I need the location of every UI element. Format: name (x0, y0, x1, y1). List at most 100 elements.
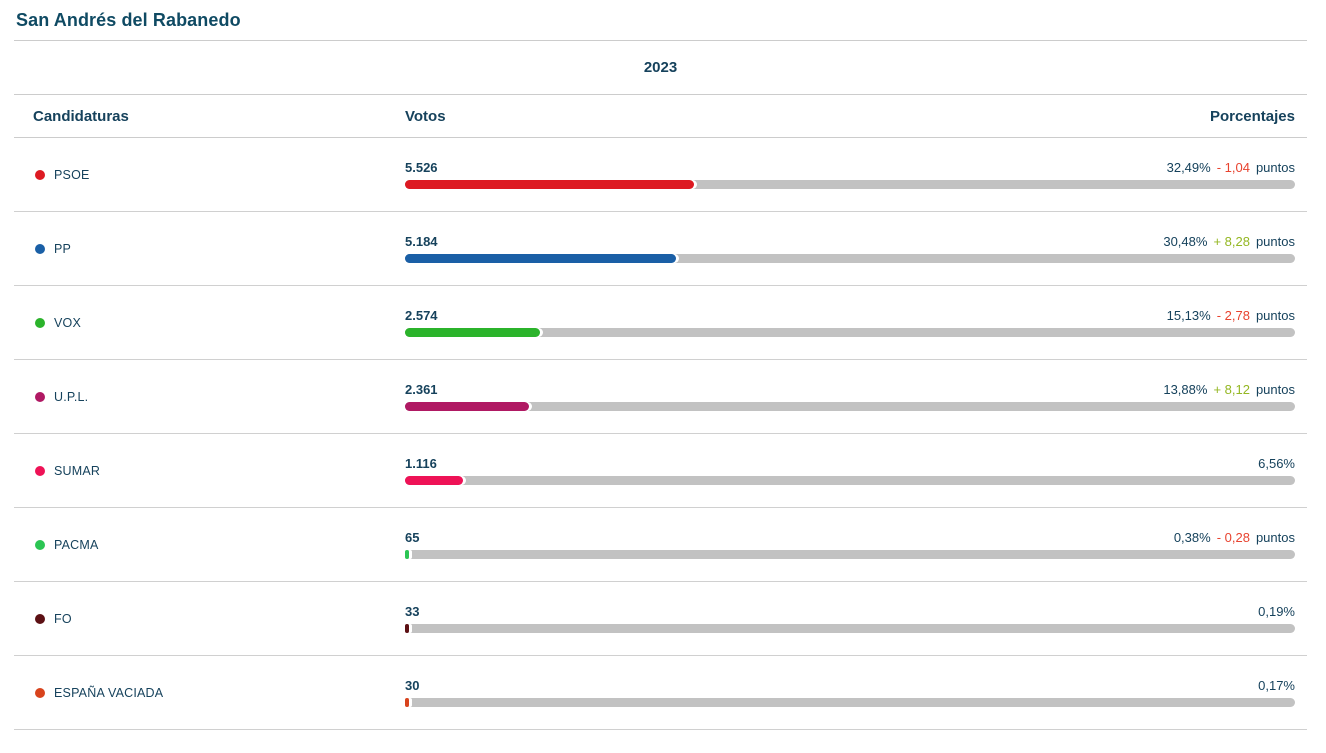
percentage-delta: + 8,28 (1213, 234, 1250, 249)
values-line: 5.184 30,48% + 8,28 puntos (405, 234, 1295, 249)
values-line: 5.526 32,49% - 1,04 puntos (405, 160, 1295, 175)
puntos-label: puntos (1255, 160, 1295, 175)
bar-fill (405, 328, 540, 337)
table-row: FO 33 0,19% (14, 582, 1307, 656)
column-header-votos: Votos (405, 107, 446, 125)
votes-value: 5.184 (405, 234, 438, 249)
column-header-porcentajes: Porcentajes (1209, 107, 1295, 125)
party-cell: FO (14, 612, 405, 626)
puntos-label: puntos (1255, 234, 1295, 249)
puntos-label: puntos (1255, 530, 1295, 545)
result-cell: 65 0,38% - 0,28 puntos (405, 530, 1307, 559)
bar-track (405, 476, 1295, 485)
votes-value: 5.526 (405, 160, 438, 175)
party-cell: PACMA (14, 538, 405, 552)
percentage-value: 13,88% (1163, 382, 1208, 397)
percentage-delta: - 0,28 (1216, 530, 1250, 545)
votes-value: 33 (405, 604, 420, 619)
table-header-row: Candidaturas Votos Porcentajes (14, 95, 1307, 138)
party-color-dot (35, 169, 45, 180)
party-color-dot (35, 317, 45, 328)
bar-track (405, 402, 1295, 411)
percentage-value: 30,48% (1163, 234, 1208, 249)
puntos-label: puntos (1255, 308, 1295, 323)
result-cell: 5.526 32,49% - 1,04 puntos (405, 160, 1307, 189)
percentage-value: 32,49% (1166, 160, 1211, 175)
table-row: ESPAÑA VACIADA 30 0,17% (14, 656, 1307, 730)
votes-value: 1.116 (405, 456, 437, 471)
votes-value: 2.574 (405, 308, 438, 323)
percentages-group: 13,88% + 8,12 puntos (1163, 382, 1295, 397)
values-line: 65 0,38% - 0,28 puntos (405, 530, 1295, 545)
party-color-dot (35, 539, 45, 550)
party-cell: PP (14, 242, 405, 256)
bar-track (405, 550, 1295, 559)
party-color-dot (35, 465, 45, 476)
page-header: San Andrés del Rabanedo (14, 0, 1307, 41)
percentages-group: 0,17% (1258, 678, 1295, 693)
bar-track (405, 254, 1295, 263)
election-results-page: San Andrés del Rabanedo 2023 Candidatura… (14, 0, 1307, 730)
party-name: PACMA (54, 537, 99, 552)
party-cell: U.P.L. (14, 390, 405, 404)
bar-fill (405, 698, 409, 707)
table-row: U.P.L. 2.361 13,88% + 8,12 puntos (14, 360, 1307, 434)
percentages-group: 6,56% (1258, 456, 1295, 471)
table-row: PP 5.184 30,48% + 8,28 puntos (14, 212, 1307, 286)
values-line: 1.116 6,56% (405, 456, 1295, 471)
result-cell: 33 0,19% (405, 604, 1307, 633)
votes-value: 30 (405, 678, 420, 693)
bar-fill (405, 402, 529, 411)
bar-fill (405, 550, 409, 559)
party-name: VOX (54, 315, 81, 330)
percentage-value: 6,56% (1258, 456, 1295, 471)
party-cell: VOX (14, 316, 405, 330)
values-line: 33 0,19% (405, 604, 1295, 619)
year-label: 2023 (643, 59, 678, 76)
percentages-group: 15,13% - 2,78 puntos (1167, 308, 1295, 323)
percentages-group: 0,38% - 0,28 puntos (1174, 530, 1295, 545)
bar-track (405, 328, 1295, 337)
percentage-delta: - 2,78 (1216, 308, 1250, 323)
bar-fill (405, 254, 677, 263)
party-cell: PSOE (14, 168, 405, 182)
result-cell: 2.361 13,88% + 8,12 puntos (405, 382, 1307, 411)
party-name: U.P.L. (54, 389, 89, 404)
table-row: VOX 2.574 15,13% - 2,78 puntos (14, 286, 1307, 360)
table-row: PACMA 65 0,38% - 0,28 puntos (14, 508, 1307, 582)
party-color-dot (35, 391, 45, 402)
result-cell: 1.116 6,56% (405, 456, 1307, 485)
votes-value: 65 (405, 530, 420, 545)
column-header-candidaturas: Candidaturas (33, 107, 129, 125)
party-name: ESPAÑA VACIADA (54, 685, 164, 700)
table-row: SUMAR 1.116 6,56% (14, 434, 1307, 508)
results-table: PSOE 5.526 32,49% - 1,04 puntos PP 5.184 (14, 138, 1307, 730)
party-color-dot (35, 613, 45, 624)
party-color-dot (35, 243, 45, 254)
percentage-value: 0,17% (1258, 678, 1295, 693)
bar-fill (405, 624, 409, 633)
bar-fill (405, 476, 464, 485)
bar-fill (405, 180, 695, 189)
party-name: FO (54, 611, 72, 626)
percentages-group: 30,48% + 8,28 puntos (1163, 234, 1295, 249)
percentage-value: 0,38% (1173, 530, 1211, 545)
percentages-group: 32,49% - 1,04 puntos (1167, 160, 1295, 175)
values-line: 2.361 13,88% + 8,12 puntos (405, 382, 1295, 397)
percentages-group: 0,19% (1258, 604, 1295, 619)
page-title: San Andrés del Rabanedo (16, 9, 241, 30)
puntos-label: puntos (1255, 382, 1295, 397)
party-cell: SUMAR (14, 464, 405, 478)
party-name: PP (54, 241, 72, 256)
percentage-delta: - 1,04 (1216, 160, 1250, 175)
party-name: SUMAR (54, 463, 101, 478)
values-line: 2.574 15,13% - 2,78 puntos (405, 308, 1295, 323)
result-cell: 2.574 15,13% - 2,78 puntos (405, 308, 1307, 337)
bar-track (405, 624, 1295, 633)
party-cell: ESPAÑA VACIADA (14, 686, 405, 700)
percentage-value: 15,13% (1166, 308, 1211, 323)
values-line: 30 0,17% (405, 678, 1295, 693)
bar-track (405, 698, 1295, 707)
percentage-delta: + 8,12 (1213, 382, 1250, 397)
percentage-value: 0,19% (1258, 604, 1295, 619)
